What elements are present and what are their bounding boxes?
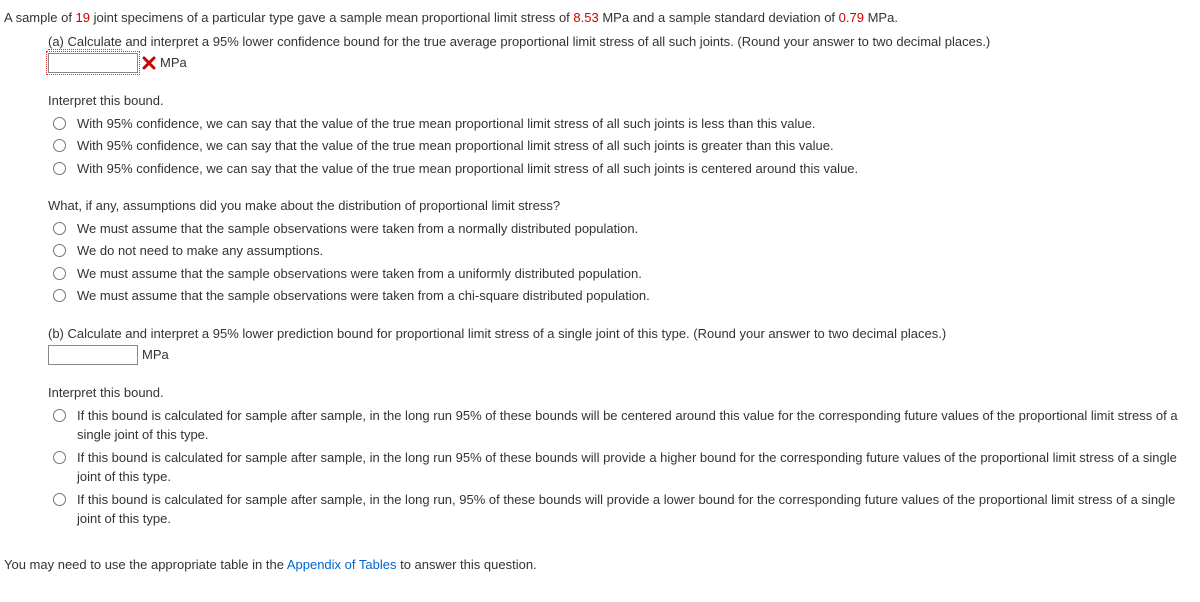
footer-text-1: You may need to use the appropriate tabl… [4,557,287,572]
assumption-radio[interactable] [53,289,66,302]
option-text: If this bound is calculated for sample a… [77,448,1196,487]
intro-text-3: MPa and a sample standard deviation of [599,10,839,25]
part-a-unit: MPa [160,53,187,73]
appendix-link[interactable]: Appendix of Tables [287,557,397,572]
interpret-a-option: With 95% confidence, we can say that the… [48,136,1196,156]
option-text: If this bound is calculated for sample a… [77,406,1196,445]
intro-text-2: joint specimens of a particular type gav… [90,10,573,25]
assumptions-options: We must assume that the sample observati… [48,219,1196,306]
part-b-prompt: (b) Calculate and interpret a 95% lower … [48,324,1196,344]
assumption-radio[interactable] [53,267,66,280]
assumption-radio[interactable] [53,244,66,257]
option-text: With 95% confidence, we can say that the… [77,159,1196,179]
interpret-a-option: With 95% confidence, we can say that the… [48,159,1196,179]
sample-mean: 8.53 [573,10,598,25]
footer-text-2: to answer this question. [396,557,536,572]
problem-intro: A sample of 19 joint specimens of a part… [4,8,1196,28]
assumption-radio[interactable] [53,222,66,235]
interpret-b-radio[interactable] [53,409,66,422]
intro-text-1: A sample of [4,10,76,25]
interpret-a-radio[interactable] [53,117,66,130]
incorrect-icon [142,56,156,70]
option-text: We must assume that the sample observati… [77,264,1196,284]
part-b-answer-input[interactable] [48,345,138,365]
option-text: We must assume that the sample observati… [77,219,1196,239]
sample-sd: 0.79 [839,10,864,25]
option-text: With 95% confidence, we can say that the… [77,114,1196,134]
assumption-option: We must assume that the sample observati… [48,264,1196,284]
assumption-option: We do not need to make any assumptions. [48,241,1196,261]
interpret-a-radio[interactable] [53,139,66,152]
part-b-unit: MPa [142,345,169,365]
assumptions-heading: What, if any, assumptions did you make a… [48,196,1196,216]
interpret-a-option: With 95% confidence, we can say that the… [48,114,1196,134]
part-a-answer-input[interactable] [48,53,138,73]
part-a-prompt: (a) Calculate and interpret a 95% lower … [48,32,1196,52]
part-a-rest: and interpret a 95% lower confidence bou… [122,34,991,49]
interpret-b-heading: Interpret this bound. [48,383,1196,403]
interpret-b-radio[interactable] [53,493,66,506]
part-a-label: (a) Calculate [48,34,122,50]
interpret-a-options: With 95% confidence, we can say that the… [48,114,1196,179]
interpret-a-heading: Interpret this bound. [48,91,1196,111]
intro-text-4: MPa. [864,10,898,25]
interpret-b-option: If this bound is calculated for sample a… [48,448,1196,487]
option-text: With 95% confidence, we can say that the… [77,136,1196,156]
part-b-answer-row: MPa [48,345,1196,365]
interpret-b-option: If this bound is calculated for sample a… [48,490,1196,529]
assumption-option: We must assume that the sample observati… [48,286,1196,306]
option-text: We do not need to make any assumptions. [77,241,1196,261]
assumption-option: We must assume that the sample observati… [48,219,1196,239]
interpret-b-options: If this bound is calculated for sample a… [48,406,1196,529]
sample-size: 19 [76,10,90,25]
appendix-note: You may need to use the appropriate tabl… [4,555,1196,575]
interpret-b-radio[interactable] [53,451,66,464]
interpret-a-radio[interactable] [53,162,66,175]
option-text: We must assume that the sample observati… [77,286,1196,306]
interpret-b-option: If this bound is calculated for sample a… [48,406,1196,445]
part-a-answer-row: MPa [48,53,1196,73]
option-text: If this bound is calculated for sample a… [77,490,1196,529]
